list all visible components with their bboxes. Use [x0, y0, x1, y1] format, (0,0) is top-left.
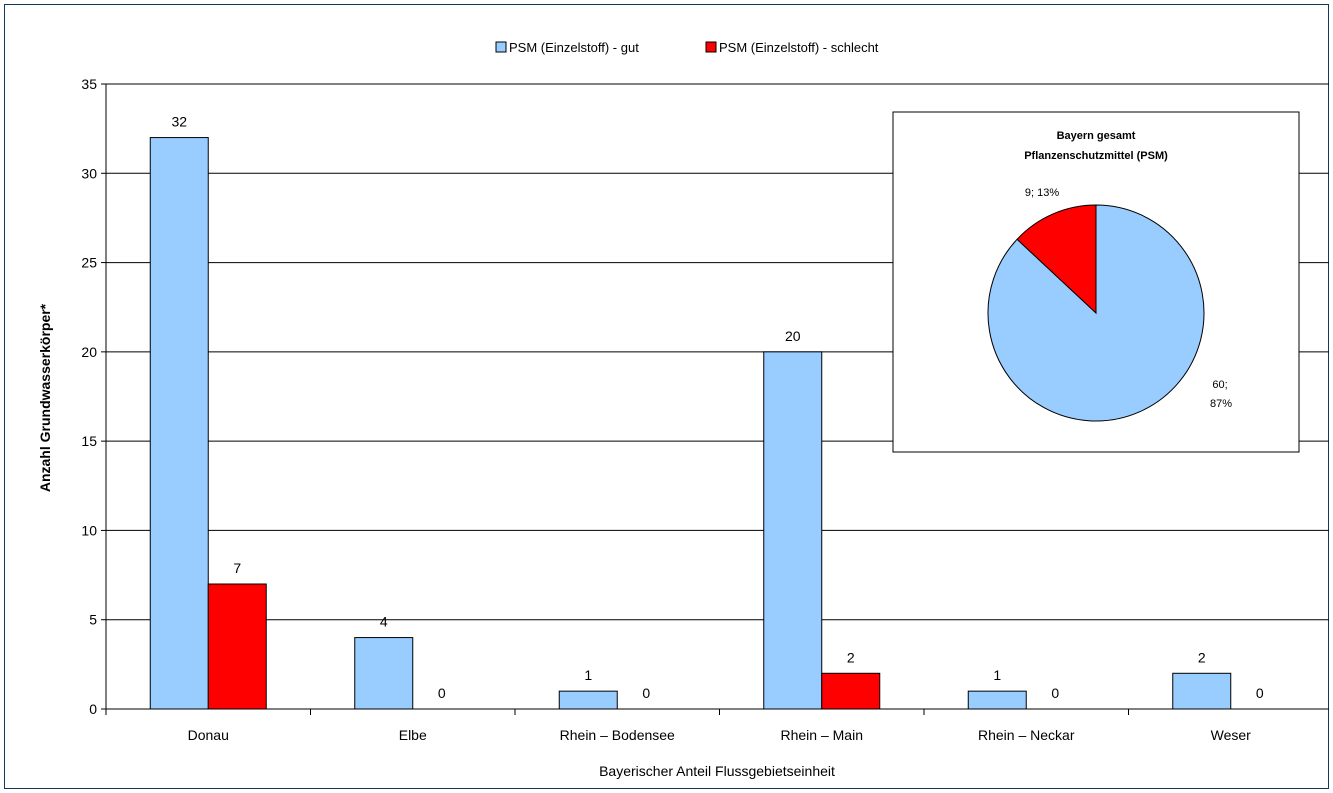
- y-tick-label: 35: [81, 76, 97, 92]
- data-label: 4: [380, 614, 388, 630]
- legend-label-schlecht: PSM (Einzelstoff) - schlecht: [719, 40, 879, 55]
- y-tick-label: 5: [89, 612, 97, 628]
- pie-title: Bayern gesamt: [1057, 130, 1136, 142]
- x-tick-label: Rhein – Neckar: [978, 727, 1075, 743]
- bar-gut: [1172, 672, 1232, 710]
- y-axis-label: Anzahl Grundwasserkörper*: [37, 303, 53, 492]
- bar-gut: [354, 637, 414, 710]
- y-tick-label: 25: [81, 255, 97, 271]
- bar-gut: [558, 690, 618, 710]
- x-tick-label: Donau: [188, 727, 229, 743]
- pie-inset: Bayern gesamt Pflanzenschutzmittel (PSM)…: [892, 111, 1300, 453]
- pie: [987, 204, 1205, 422]
- bar-gut: [763, 351, 823, 710]
- y-tick-label: 10: [81, 522, 97, 538]
- data-label: 7: [233, 560, 241, 576]
- data-label: 32: [171, 114, 187, 130]
- data-label: 0: [1051, 685, 1059, 701]
- bar-gut: [967, 690, 1027, 710]
- pie-label-gut-1: 60;: [1212, 379, 1227, 391]
- x-tick-label: Rhein – Bodensee: [560, 727, 675, 743]
- y-tick-label: 0: [89, 701, 97, 717]
- pie-slice-schlecht: [1016, 204, 1097, 315]
- data-label: 0: [1256, 685, 1264, 701]
- bar-schlecht: [821, 672, 881, 710]
- legend-swatch-schlecht: [705, 41, 717, 53]
- y-tick-label: 20: [81, 344, 97, 360]
- pie-label-schlecht: 9; 13%: [1025, 187, 1059, 199]
- data-label: 20: [785, 328, 801, 344]
- data-label: 2: [1198, 649, 1206, 665]
- y-tick-label: 30: [81, 165, 97, 181]
- legend-label-gut: PSM (Einzelstoff) - gut: [509, 40, 639, 55]
- legend-swatch-gut: [495, 41, 507, 53]
- y-tick-label: 15: [81, 433, 97, 449]
- data-label: 0: [438, 685, 446, 701]
- x-axis-label: Bayerischer Anteil Flussgebietseinheit: [599, 763, 835, 779]
- x-tick-label: Weser: [1211, 727, 1252, 743]
- x-tick-label: Rhein – Main: [781, 727, 864, 743]
- bar-gut: [149, 137, 209, 710]
- bar-schlecht: [207, 583, 267, 710]
- data-label: 2: [847, 649, 855, 665]
- data-label: 0: [642, 685, 650, 701]
- data-label: 1: [993, 667, 1001, 683]
- pie-subtitle: Pflanzenschutzmittel (PSM): [1024, 150, 1168, 162]
- legend: PSM (Einzelstoff) - gut PSM (Einzelstoff…: [495, 40, 879, 55]
- x-tick-label: Elbe: [399, 727, 427, 743]
- data-label: 1: [584, 667, 592, 683]
- pie-label-gut-2: 87%: [1210, 398, 1232, 410]
